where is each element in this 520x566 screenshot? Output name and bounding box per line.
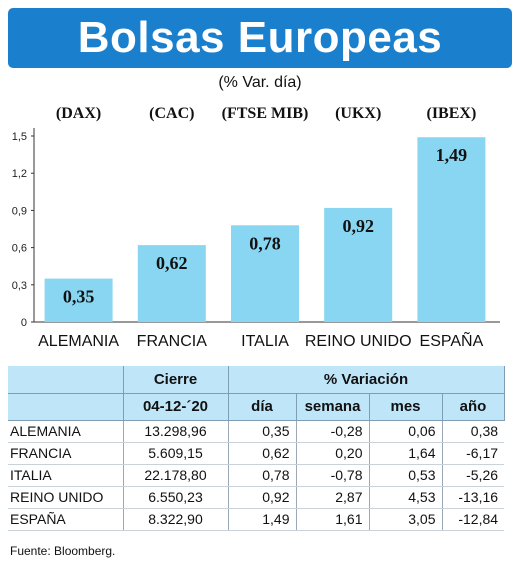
row-dia: 1,49 <box>227 508 296 531</box>
variacion-header: % Variación <box>227 366 505 394</box>
row-semana: 0,20 <box>295 442 369 465</box>
row-cierre: 6.550,23 <box>122 486 228 509</box>
row-dia: 0,35 <box>227 420 296 443</box>
table-row: ESPAÑA 8.322,90 1,49 1,61 3,05 -12,84 <box>8 508 505 531</box>
row-semana: -0,28 <box>295 420 369 443</box>
row-ano: -5,26 <box>441 464 505 487</box>
row-cierre: 22.178,80 <box>122 464 228 487</box>
y-tick-label: 0,3 <box>12 280 27 292</box>
row-mes: 4,53 <box>368 486 442 509</box>
category-label: ALEMANIA <box>38 333 119 350</box>
row-country: ESPAÑA <box>8 508 123 531</box>
data-table: Cierre % Variación 04-12-´20 día semana … <box>8 366 505 531</box>
row-country: FRANCIA <box>8 442 123 465</box>
bar-value-label: 0,92 <box>342 216 374 236</box>
table-row: FRANCIA 5.609,15 0,62 0,20 1,64 -6,17 <box>8 442 505 465</box>
category-label: ESPAÑA <box>420 330 484 350</box>
col-header-semana: semana <box>295 392 370 421</box>
table-header-blank <box>8 366 123 394</box>
y-tick-label: 0,6 <box>12 243 27 255</box>
table-row: ITALIA 22.178,80 0,78 -0,78 0,53 -5,26 <box>8 464 505 487</box>
row-semana: -0,78 <box>295 464 369 487</box>
table-header-row: Cierre % Variación <box>8 366 505 394</box>
date-header: 04-12-´20 <box>122 392 229 421</box>
row-cierre: 13.298,96 <box>122 420 228 443</box>
row-semana: 2,87 <box>295 486 369 509</box>
y-tick-label: 0 <box>21 317 27 329</box>
bar-españa <box>417 137 486 322</box>
table-subheader-blank <box>8 392 123 421</box>
table-row: ALEMANIA 13.298,96 0,35 -0,28 0,06 0,38 <box>8 420 505 443</box>
y-tick-label: 1,2 <box>12 168 27 180</box>
row-mes: 1,64 <box>368 442 442 465</box>
row-mes: 0,06 <box>368 420 442 443</box>
index-code-label: (CAC) <box>149 105 194 122</box>
row-ano: -6,17 <box>441 442 505 465</box>
category-label: ITALIA <box>241 333 289 350</box>
row-country: REINO UNIDO <box>8 486 123 509</box>
bar-reino-unido <box>324 207 393 322</box>
index-code-label: (FTSE MIB) <box>222 105 309 122</box>
row-dia: 0,92 <box>227 486 296 509</box>
row-ano: 0,38 <box>441 420 505 443</box>
source-note: Fuente: Bloomberg. <box>10 544 116 558</box>
row-mes: 0,53 <box>368 464 442 487</box>
row-semana: 1,61 <box>295 508 369 531</box>
index-code-label: (UKX) <box>335 105 381 122</box>
bar-alemania <box>44 278 113 322</box>
cierre-header: Cierre <box>122 366 229 394</box>
row-dia: 0,62 <box>227 442 296 465</box>
row-dia: 0,78 <box>227 464 296 487</box>
row-ano: -13,16 <box>441 486 505 509</box>
bar-francia <box>137 245 206 322</box>
row-country: ALEMANIA <box>8 420 123 443</box>
bar-value-label: 0,62 <box>156 253 188 273</box>
y-tick-label: 1,5 <box>12 131 27 143</box>
chart-subtitle: (% Var. día) <box>218 74 302 91</box>
title-banner: Bolsas Europeas <box>8 8 512 68</box>
table-subheader-row: 04-12-´20 día semana mes año <box>8 392 505 421</box>
category-label: FRANCIA <box>137 333 208 350</box>
index-code-label: (IBEX) <box>427 105 477 122</box>
bar-value-label: 0,78 <box>249 233 281 253</box>
table-row: REINO UNIDO 6.550,23 0,92 2,87 4,53 -13,… <box>8 486 505 509</box>
col-header-dia: día <box>227 392 297 421</box>
bar-value-label: 0,35 <box>63 287 95 307</box>
bar-chart: 0 0,3 0,6 0,9 1,2 1,5 0,35 (DAX) ALEMANIA 0,62 (CA… <box>12 105 500 350</box>
row-mes: 3,05 <box>368 508 442 531</box>
category-label: REINO UNIDO <box>305 333 412 350</box>
bar-value-label: 1,49 <box>436 145 468 165</box>
page-title: Bolsas Europeas <box>77 13 443 62</box>
row-ano: -12,84 <box>441 508 505 531</box>
bar-italia <box>231 225 299 322</box>
y-tick-label: 0,9 <box>12 205 27 217</box>
index-code-label: (DAX) <box>56 105 101 122</box>
col-header-ano: año <box>441 392 505 421</box>
col-header-mes: mes <box>368 392 443 421</box>
row-cierre: 5.609,15 <box>122 442 228 465</box>
row-cierre: 8.322,90 <box>122 508 228 531</box>
row-country: ITALIA <box>8 464 123 487</box>
